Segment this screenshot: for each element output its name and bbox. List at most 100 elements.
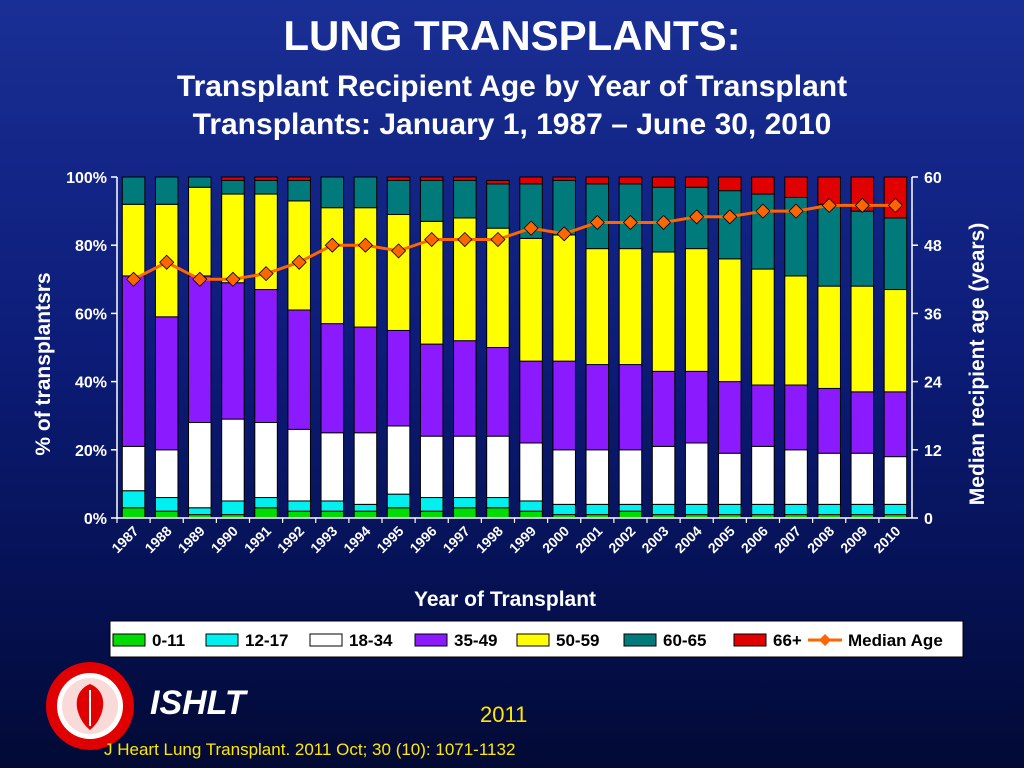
legend-swatch — [516, 633, 550, 647]
bar-segment — [684, 503, 709, 516]
bar-segment — [618, 364, 643, 451]
bar-segment — [684, 370, 709, 444]
bar-segment — [519, 510, 543, 519]
bar-stack — [453, 176, 477, 519]
bar-segment — [386, 507, 411, 519]
legend-label: Median Age — [848, 631, 943, 650]
median-age-point — [291, 254, 307, 270]
bar-segment — [817, 387, 841, 454]
median-age-point — [159, 254, 175, 270]
bar-segment — [320, 323, 345, 434]
bar-segment — [585, 364, 610, 451]
bar-segment — [386, 179, 411, 216]
bar-stack — [154, 176, 179, 519]
y-tick-label: 0% — [84, 511, 107, 528]
x-axis-label: Year of Transplant — [414, 588, 596, 611]
bar-segment — [486, 507, 510, 519]
x-axis: 1987 1988 1989 1990 1991 1992 1993 1994 1995 1996… — [108, 517, 912, 556]
bar-segment — [154, 449, 179, 499]
bar-segment — [386, 176, 411, 181]
x-tick-label: 2005 — [705, 523, 738, 556]
bar-stack — [386, 176, 411, 519]
x-tick-label: 1998 — [473, 523, 506, 556]
bar-segment — [883, 217, 908, 291]
x-tick-label: 2009 — [837, 523, 870, 556]
bar-segment — [486, 183, 510, 229]
bar-segment — [718, 176, 742, 192]
bar-segment — [486, 347, 510, 437]
bar-stack — [519, 176, 543, 519]
bar-segment — [585, 503, 610, 516]
bar-segment — [519, 442, 543, 502]
legend-label: 12-17 — [245, 631, 288, 650]
y-tick-label: 100% — [66, 170, 107, 187]
bar-segment — [419, 497, 444, 512]
bar-segment — [287, 500, 311, 512]
bar-segment — [254, 179, 278, 195]
median-age-point — [357, 237, 374, 253]
bar-segment — [718, 190, 742, 260]
bar-segment — [188, 275, 212, 424]
bar-segment — [486, 435, 510, 499]
bar-segment — [353, 207, 378, 328]
bar-segment — [287, 176, 311, 181]
bar-segment — [883, 391, 908, 458]
median-age-point — [258, 266, 274, 282]
legend-item: Median Age — [808, 631, 943, 650]
y-tick-label: 60% — [75, 306, 107, 323]
bar-stack — [784, 176, 808, 519]
bar-stack — [718, 176, 742, 519]
bar-segment — [751, 445, 775, 505]
bar-segment — [585, 449, 610, 505]
median-age-point — [854, 197, 870, 213]
chart-date-range: Transplants: January 1, 1987 – June 30, … — [192, 108, 832, 141]
bar-segment — [353, 432, 378, 505]
bar-stack — [254, 176, 278, 519]
plot-area — [121, 176, 908, 519]
bar-segment — [850, 391, 875, 454]
bar-segment — [618, 503, 643, 512]
bar-segment — [519, 500, 543, 512]
median-age-point — [689, 209, 705, 225]
bar-stack — [121, 176, 146, 519]
org-name: ISHLT — [150, 684, 246, 722]
median-age-point — [192, 271, 208, 287]
bar-segment — [188, 507, 212, 516]
bar-stack — [850, 176, 875, 519]
bar-segment — [618, 248, 643, 366]
bar-segment — [883, 503, 908, 516]
x-tick-label: 2004 — [671, 523, 704, 556]
y-tick-label: 40% — [75, 375, 107, 392]
bar-segment — [386, 214, 411, 331]
bar-stack — [618, 176, 643, 519]
bar-segment — [751, 268, 775, 386]
median-age-point — [788, 203, 804, 219]
median-age-point — [655, 214, 672, 231]
y2-tick-label: 36 — [924, 306, 942, 323]
legend-swatch — [205, 633, 239, 647]
bar-segment — [552, 234, 576, 362]
bar-segment — [850, 285, 875, 393]
bar-segment — [585, 248, 610, 366]
x-tick-label: 2000 — [539, 523, 572, 556]
y2-tick-label: 0 — [924, 511, 933, 528]
bar-segment — [585, 176, 610, 185]
median-age-point — [390, 243, 407, 259]
bar-segment — [154, 176, 179, 205]
legend-swatch — [733, 633, 767, 647]
bar-segment — [453, 507, 477, 519]
x-tick-label: 2006 — [738, 523, 771, 556]
median-age-point — [424, 231, 440, 248]
median-age-point — [324, 237, 340, 253]
bar-segment — [320, 207, 345, 325]
median-age-point — [589, 214, 605, 231]
median-age-point — [125, 271, 142, 287]
bar-segment — [320, 500, 345, 512]
x-tick-label: 1994 — [340, 523, 373, 556]
bar-segment — [254, 289, 278, 424]
legend-label: 35-49 — [454, 631, 497, 650]
bar-segment — [121, 445, 146, 492]
legend-label: 66+ — [773, 631, 802, 650]
bar-segment — [320, 510, 345, 519]
